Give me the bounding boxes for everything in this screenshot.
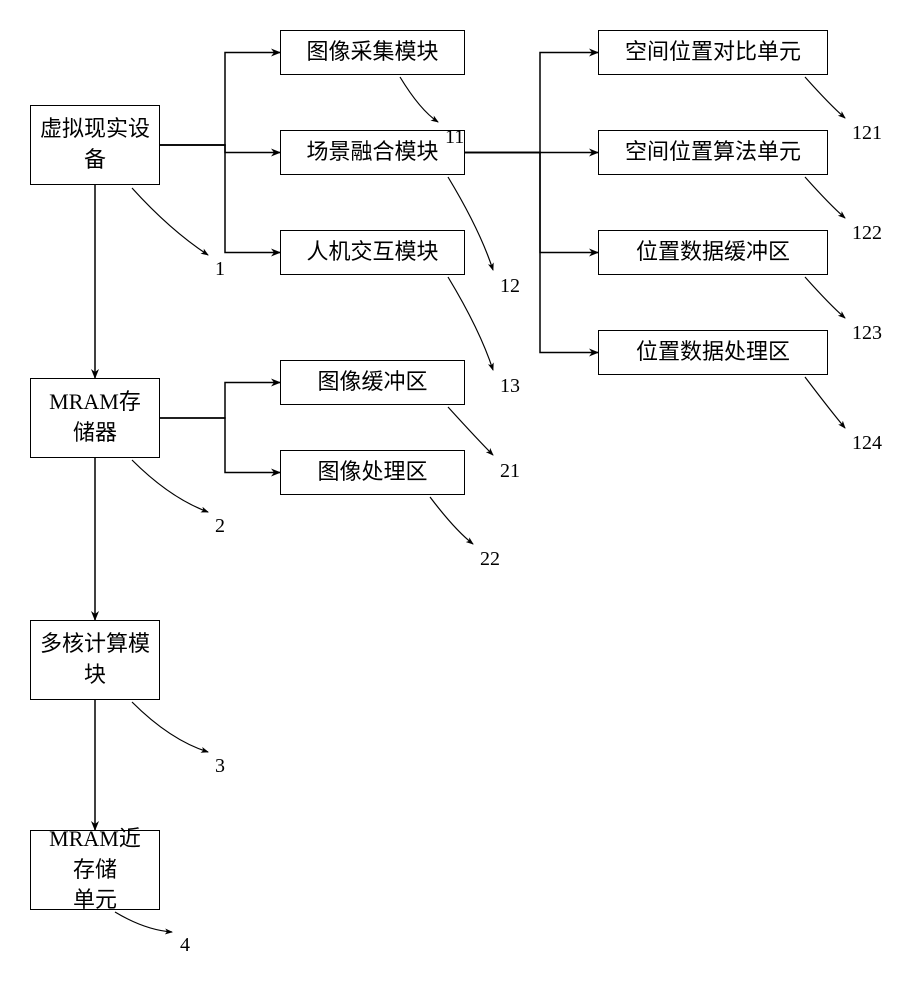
node-pos_buffer: 位置数据缓冲区 bbox=[598, 230, 828, 275]
ref-multi_core: 3 bbox=[215, 755, 225, 778]
node-mram_near: MRAM近存储 单元 bbox=[30, 830, 160, 910]
node-label: MRAM近存储 单元 bbox=[39, 824, 151, 916]
node-scene_fusion: 场景融合模块 bbox=[280, 130, 465, 175]
ref-mram_mem: 2 bbox=[215, 515, 225, 538]
node-multi_core: 多核计算模 块 bbox=[30, 620, 160, 700]
node-label: 位置数据缓冲区 bbox=[636, 237, 790, 268]
ref-vr_device: 1 bbox=[215, 258, 225, 281]
node-img_buffer: 图像缓冲区 bbox=[280, 360, 465, 405]
node-label: 图像处理区 bbox=[317, 457, 427, 488]
node-hci: 人机交互模块 bbox=[280, 230, 465, 275]
ref-scene_fusion: 12 bbox=[500, 275, 520, 298]
node-pos_process: 位置数据处理区 bbox=[598, 330, 828, 375]
ref-pos_algo: 122 bbox=[852, 222, 882, 245]
node-label: 空间位置算法单元 bbox=[625, 137, 801, 168]
ref-mram_near: 4 bbox=[180, 934, 190, 957]
node-vr_device: 虚拟现实设 备 bbox=[30, 105, 160, 185]
ref-img_process: 22 bbox=[480, 548, 500, 571]
node-label: 空间位置对比单元 bbox=[625, 37, 801, 68]
ref-pos_process: 124 bbox=[852, 432, 882, 455]
node-img_capture: 图像采集模块 bbox=[280, 30, 465, 75]
node-img_process: 图像处理区 bbox=[280, 450, 465, 495]
ref-pos_compare: 121 bbox=[852, 122, 882, 145]
node-label: 图像缓冲区 bbox=[317, 367, 427, 398]
node-label: 多核计算模 块 bbox=[40, 629, 150, 691]
node-label: 图像采集模块 bbox=[306, 37, 438, 68]
node-pos_compare: 空间位置对比单元 bbox=[598, 30, 828, 75]
node-label: 虚拟现实设 备 bbox=[40, 114, 150, 176]
ref-hci: 13 bbox=[500, 375, 520, 398]
node-label: 位置数据处理区 bbox=[636, 337, 790, 368]
node-label: 场景融合模块 bbox=[306, 137, 438, 168]
node-mram_mem: MRAM存储器 bbox=[30, 378, 160, 458]
node-label: MRAM存储器 bbox=[39, 387, 151, 449]
ref-img_buffer: 21 bbox=[500, 460, 520, 483]
node-label: 人机交互模块 bbox=[306, 237, 438, 268]
ref-pos_buffer: 123 bbox=[852, 322, 882, 345]
ref-img_capture: 11 bbox=[445, 126, 464, 149]
node-pos_algo: 空间位置算法单元 bbox=[598, 130, 828, 175]
